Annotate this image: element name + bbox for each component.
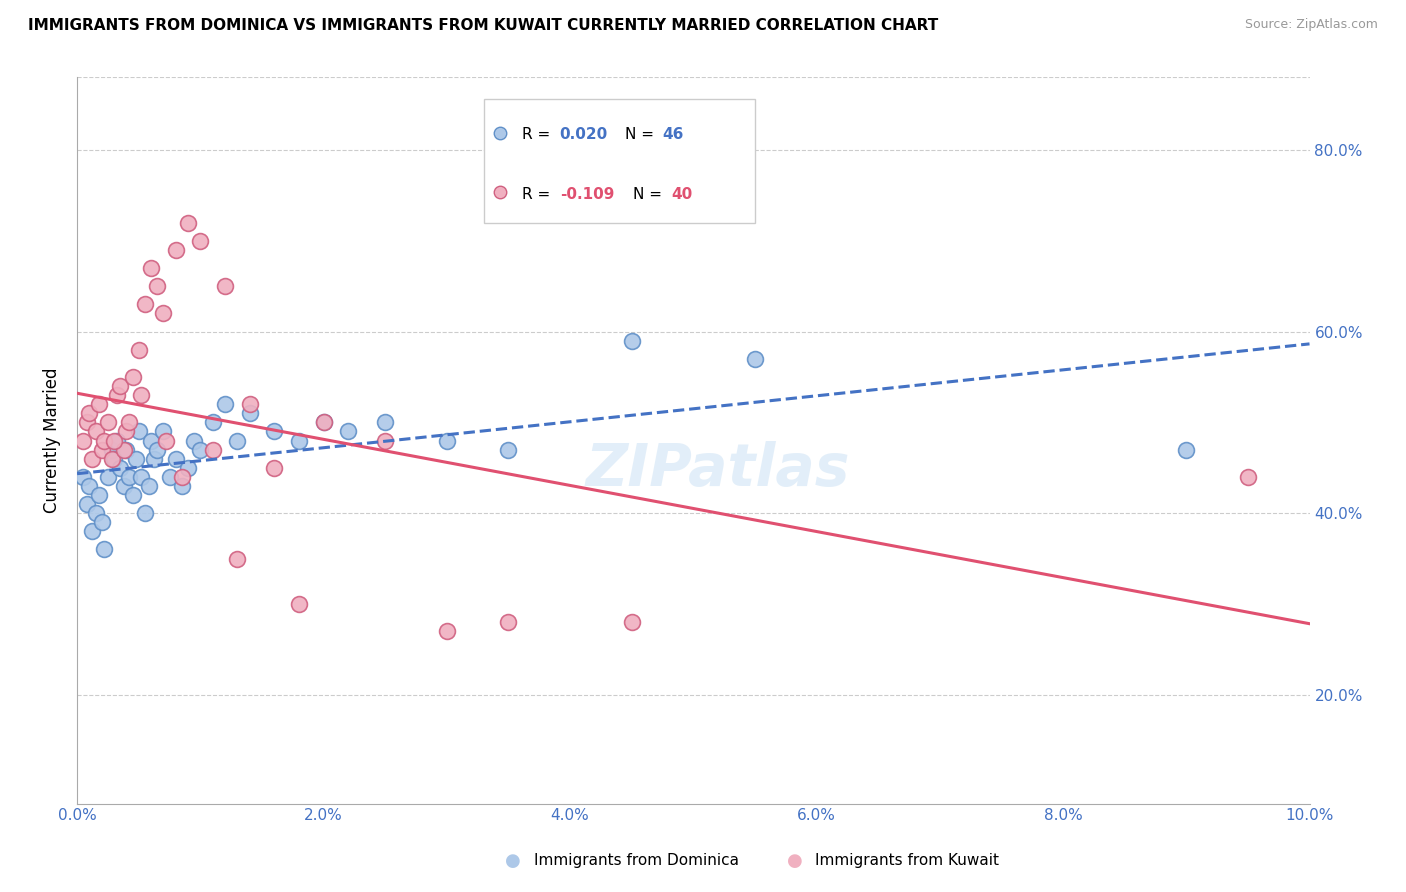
- Point: [188, 442, 211, 457]
- Point: [620, 334, 643, 348]
- Point: [170, 479, 193, 493]
- Point: [72, 470, 94, 484]
- Point: [744, 351, 766, 366]
- Point: [112, 479, 135, 493]
- Point: [128, 425, 150, 439]
- Point: [159, 470, 181, 484]
- Point: [226, 434, 249, 448]
- Point: [177, 216, 200, 230]
- Text: IMMIGRANTS FROM DOMINICA VS IMMIGRANTS FROM KUWAIT CURRENTLY MARRIED CORRELATION: IMMIGRANTS FROM DOMINICA VS IMMIGRANTS F…: [28, 18, 938, 33]
- Point: [72, 434, 94, 448]
- Point: [105, 434, 128, 448]
- Point: [103, 434, 125, 448]
- Point: [620, 615, 643, 629]
- Point: [374, 434, 396, 448]
- Point: [436, 434, 458, 448]
- Point: [263, 425, 285, 439]
- Point: [152, 425, 174, 439]
- Point: [138, 479, 160, 493]
- Point: [112, 442, 135, 457]
- Point: [226, 551, 249, 566]
- Point: [110, 460, 132, 475]
- Point: [129, 470, 152, 484]
- Point: [165, 243, 187, 257]
- Point: [201, 416, 224, 430]
- Point: [110, 379, 132, 393]
- Point: [80, 451, 103, 466]
- Point: [97, 416, 120, 430]
- Point: [146, 442, 169, 457]
- Point: [263, 460, 285, 475]
- Point: [128, 343, 150, 357]
- Point: [139, 261, 162, 276]
- Point: [155, 434, 177, 448]
- Point: [89, 488, 111, 502]
- Point: [118, 470, 141, 484]
- Point: [125, 451, 148, 466]
- Point: [288, 434, 311, 448]
- Point: [337, 425, 360, 439]
- Point: [90, 442, 112, 457]
- Point: [1237, 470, 1260, 484]
- Point: [129, 388, 152, 402]
- Point: [103, 451, 125, 466]
- Point: [97, 470, 120, 484]
- Point: [374, 416, 396, 430]
- Point: [152, 306, 174, 320]
- Point: [139, 434, 162, 448]
- Point: [183, 434, 205, 448]
- Point: [79, 479, 101, 493]
- Point: [100, 442, 122, 457]
- Point: [214, 279, 236, 293]
- Text: Immigrants from Dominica: Immigrants from Dominica: [534, 854, 740, 868]
- Point: [100, 451, 122, 466]
- Point: [288, 597, 311, 611]
- Point: [498, 442, 520, 457]
- Point: [436, 624, 458, 639]
- Point: [105, 388, 128, 402]
- Text: Source: ZipAtlas.com: Source: ZipAtlas.com: [1244, 18, 1378, 31]
- Point: [498, 615, 520, 629]
- Text: ●: ●: [505, 852, 522, 870]
- Point: [115, 442, 138, 457]
- Point: [93, 434, 115, 448]
- Point: [134, 297, 156, 311]
- Text: ZIPatlas: ZIPatlas: [586, 441, 851, 498]
- Point: [89, 397, 111, 411]
- Point: [170, 470, 193, 484]
- Point: [146, 279, 169, 293]
- Point: [312, 416, 335, 430]
- Point: [93, 542, 115, 557]
- Text: ●: ●: [786, 852, 803, 870]
- Point: [239, 406, 262, 420]
- Point: [142, 451, 165, 466]
- Point: [121, 370, 143, 384]
- Point: [115, 425, 138, 439]
- Point: [134, 506, 156, 520]
- Point: [118, 416, 141, 430]
- Point: [188, 234, 211, 248]
- Text: Immigrants from Kuwait: Immigrants from Kuwait: [815, 854, 1000, 868]
- Point: [239, 397, 262, 411]
- Point: [76, 497, 98, 511]
- Point: [90, 515, 112, 529]
- Point: [84, 425, 107, 439]
- Point: [121, 488, 143, 502]
- Point: [76, 416, 98, 430]
- Point: [80, 524, 103, 539]
- Point: [312, 416, 335, 430]
- Point: [84, 506, 107, 520]
- Point: [79, 406, 101, 420]
- Y-axis label: Currently Married: Currently Married: [44, 368, 60, 513]
- Point: [214, 397, 236, 411]
- Point: [177, 460, 200, 475]
- Point: [165, 451, 187, 466]
- Point: [201, 442, 224, 457]
- Point: [1175, 442, 1198, 457]
